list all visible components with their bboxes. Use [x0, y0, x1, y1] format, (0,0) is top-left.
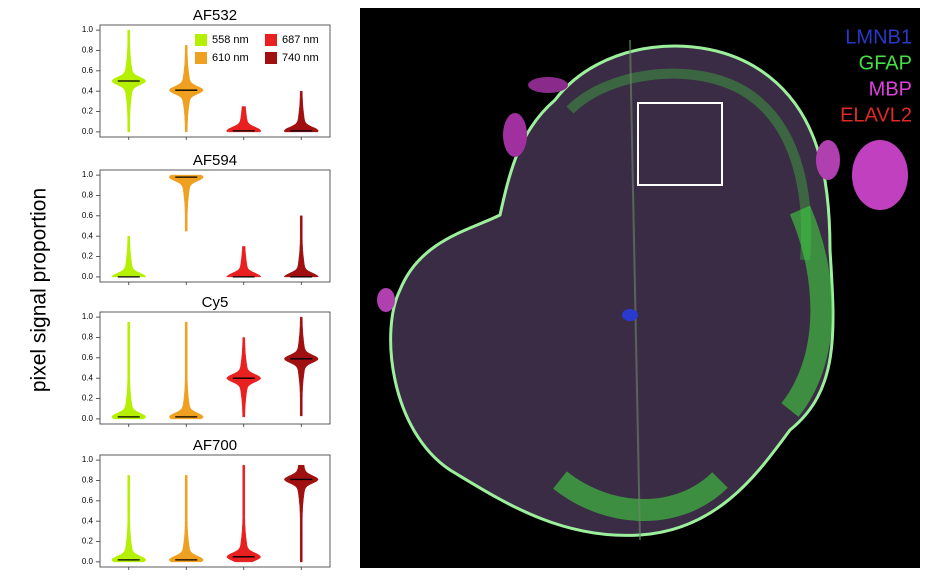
y-tick-label: 0.0	[82, 272, 94, 281]
violin-body	[169, 321, 204, 420]
violin-body	[283, 464, 319, 563]
violin-body	[284, 316, 319, 417]
y-tick-label: 0.4	[82, 373, 94, 382]
violin-body	[169, 174, 204, 232]
y-tick-label: 0.0	[82, 127, 94, 136]
legend-label: 610 nm	[212, 52, 249, 64]
chart-title: Cy5	[202, 294, 229, 311]
y-tick-label: 0.8	[82, 191, 94, 200]
violin-body	[284, 90, 319, 133]
y-tick-label: 0.8	[82, 476, 94, 485]
y-tick-label: 0.6	[82, 66, 94, 75]
y-axis-label: pixel signal proportion	[28, 188, 51, 392]
y-tick-label: 0.8	[82, 46, 94, 55]
y-tick-label: 0.2	[82, 394, 94, 403]
y-tick-label: 0.2	[82, 537, 94, 546]
y-tick-label: 0.0	[82, 414, 94, 423]
legend-swatch	[265, 34, 277, 46]
violin-body	[111, 321, 146, 420]
y-tick-label: 0.6	[82, 353, 94, 362]
channel-label: GFAP	[859, 52, 912, 74]
y-tick-label: 1.0	[82, 25, 94, 34]
plot-frame	[99, 24, 331, 138]
chart-title: AF594	[193, 152, 237, 169]
violin-body	[226, 464, 262, 563]
y-tick-label: 0.4	[82, 516, 94, 525]
violin-body	[283, 215, 319, 278]
channel-label: LMNB1	[845, 26, 912, 48]
y-tick-label: 1.0	[82, 312, 94, 321]
y-tick-label: 1.0	[82, 455, 94, 464]
plot-frame	[99, 454, 331, 568]
y-tick-label: 0.6	[82, 496, 94, 505]
y-tick-label: 1.0	[82, 170, 94, 179]
plot-frame	[99, 169, 331, 283]
violin-body	[226, 246, 262, 278]
violin-body	[111, 475, 146, 563]
legend-label: 687 nm	[282, 34, 319, 46]
y-tick-label: 0.8	[82, 333, 94, 342]
plot-frame	[99, 311, 331, 425]
violin-body	[169, 475, 204, 563]
violin-body	[168, 45, 204, 133]
legend-swatch	[195, 34, 207, 46]
y-tick-label: 0.2	[82, 107, 94, 116]
y-tick-label: 0.4	[82, 231, 94, 240]
y-tick-label: 0.2	[82, 252, 94, 261]
legend-label: 740 nm	[282, 52, 319, 64]
chart-title: AF700	[193, 437, 237, 454]
y-tick-label: 0.6	[82, 211, 94, 220]
legend-label: 558 nm	[212, 34, 249, 46]
channel-label: MBP	[869, 78, 912, 100]
y-tick-label: 0.0	[82, 557, 94, 566]
violin-body	[111, 235, 147, 278]
tissue-section	[377, 39, 908, 541]
channel-label: ELAVL2	[840, 104, 912, 126]
legend-swatch	[265, 52, 277, 64]
y-tick-label: 0.4	[82, 86, 94, 95]
violin-body	[226, 337, 261, 418]
legend-swatch	[195, 52, 207, 64]
violin-body	[226, 106, 261, 133]
chart-title: AF532	[193, 7, 237, 24]
